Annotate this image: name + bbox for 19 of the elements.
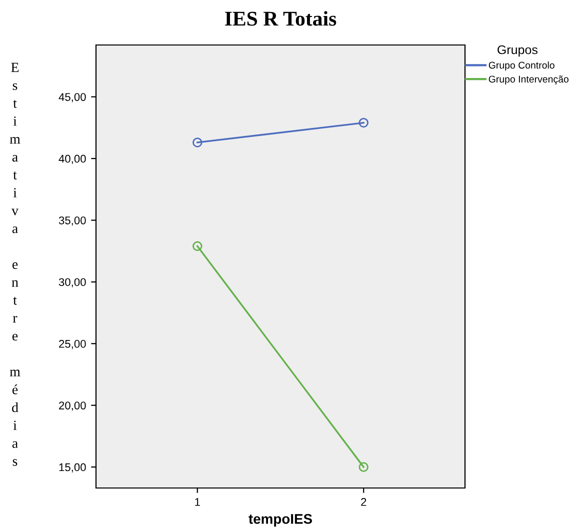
point xyxy=(192,138,202,148)
y-tick-label: 45,00 xyxy=(58,93,86,102)
legend-label: Grupo Controlo xyxy=(488,62,554,71)
x-tick-label: 2 xyxy=(361,498,366,506)
point xyxy=(358,462,368,472)
y-tick-label: 25,00 xyxy=(59,340,86,350)
y-tick-label: 30,00 xyxy=(58,278,86,288)
y-tick-label: 35,00 xyxy=(58,216,86,226)
x-tick-label: 1 xyxy=(195,498,200,506)
text: Estimativa entre médias xyxy=(10,62,20,466)
y-tick-label: 40,00 xyxy=(58,154,86,164)
legend-label: Grupo Intervenção xyxy=(488,76,568,85)
point xyxy=(192,241,202,251)
chart-title: IES R Totais xyxy=(225,11,336,26)
point xyxy=(358,118,368,128)
y-tick-label: 20,00 xyxy=(59,402,86,411)
legend-title: Grupos xyxy=(498,45,538,57)
x-axis-title: tempoIES xyxy=(248,514,312,527)
y-tick-label: 15,00 xyxy=(59,463,86,472)
